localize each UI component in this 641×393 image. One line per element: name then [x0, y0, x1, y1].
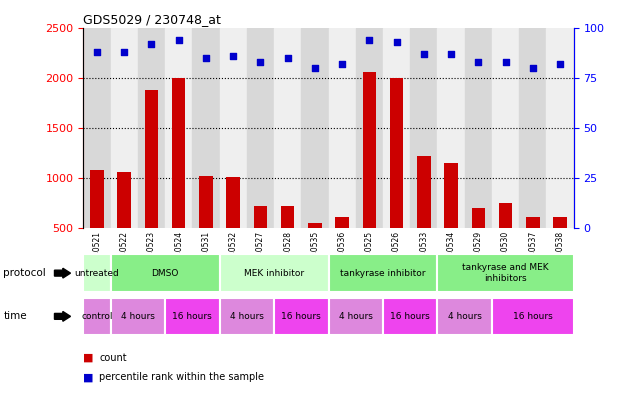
Point	[119, 48, 129, 55]
Bar	[519, 28, 546, 228]
Bar	[111, 254, 219, 292]
Bar	[192, 28, 219, 228]
Point	[501, 59, 511, 65]
Point	[446, 50, 456, 57]
Text: ■: ■	[83, 372, 94, 382]
Bar	[301, 28, 329, 228]
Bar	[356, 28, 383, 228]
Bar	[417, 156, 431, 278]
Bar	[438, 298, 492, 335]
Text: ■: ■	[83, 353, 94, 363]
Bar	[329, 298, 383, 335]
Point	[174, 37, 184, 43]
Bar	[165, 28, 192, 228]
Bar	[526, 217, 540, 278]
Bar	[465, 28, 492, 228]
Point	[337, 61, 347, 67]
Point	[283, 55, 293, 61]
Text: time: time	[3, 311, 27, 321]
Bar	[172, 78, 185, 278]
Point	[364, 37, 374, 43]
Bar	[90, 170, 104, 278]
Bar	[83, 254, 111, 292]
Text: 16 hours: 16 hours	[172, 312, 212, 321]
Bar	[383, 28, 410, 228]
Text: DMSO: DMSO	[151, 269, 179, 277]
Bar	[546, 28, 574, 228]
Text: 4 hours: 4 hours	[448, 312, 481, 321]
Text: 4 hours: 4 hours	[339, 312, 372, 321]
Bar	[219, 298, 274, 335]
Point	[392, 39, 402, 45]
Bar	[219, 254, 329, 292]
Bar	[553, 217, 567, 278]
Bar	[499, 204, 512, 278]
Text: control: control	[81, 312, 113, 321]
Point	[201, 55, 211, 61]
Bar	[117, 172, 131, 278]
Bar	[329, 28, 356, 228]
Bar	[111, 28, 138, 228]
Text: GDS5029 / 230748_at: GDS5029 / 230748_at	[83, 13, 221, 26]
Bar	[438, 254, 574, 292]
Point	[146, 40, 156, 47]
Text: 4 hours: 4 hours	[121, 312, 154, 321]
Bar	[226, 177, 240, 278]
Bar	[83, 298, 111, 335]
Bar	[492, 298, 574, 335]
Bar	[274, 298, 329, 335]
Point	[528, 64, 538, 71]
Text: 16 hours: 16 hours	[513, 312, 553, 321]
Text: count: count	[99, 353, 127, 363]
Point	[92, 48, 102, 55]
Text: 4 hours: 4 hours	[230, 312, 263, 321]
Bar	[308, 224, 322, 278]
Bar	[438, 28, 465, 228]
Text: 16 hours: 16 hours	[281, 312, 321, 321]
Text: tankyrase inhibitor: tankyrase inhibitor	[340, 269, 426, 277]
Bar	[472, 208, 485, 278]
Text: percentile rank within the sample: percentile rank within the sample	[99, 372, 264, 382]
Point	[255, 59, 265, 65]
Point	[310, 64, 320, 71]
Bar	[383, 298, 438, 335]
Bar	[247, 28, 274, 228]
Bar	[281, 206, 294, 278]
Bar	[165, 298, 219, 335]
Bar	[444, 163, 458, 278]
Bar	[199, 176, 213, 278]
Bar	[492, 28, 519, 228]
Bar	[274, 28, 301, 228]
Bar	[410, 28, 438, 228]
Text: protocol: protocol	[3, 268, 46, 278]
Point	[473, 59, 483, 65]
Text: MEK inhibitor: MEK inhibitor	[244, 269, 304, 277]
Point	[228, 52, 238, 59]
Bar	[335, 217, 349, 278]
Bar	[83, 28, 111, 228]
Bar	[138, 28, 165, 228]
Bar	[254, 206, 267, 278]
Bar	[390, 78, 403, 278]
Bar	[145, 90, 158, 278]
Bar	[363, 72, 376, 278]
Point	[419, 50, 429, 57]
Text: untreated: untreated	[74, 269, 119, 277]
Bar	[219, 28, 247, 228]
Bar	[329, 254, 438, 292]
Text: 16 hours: 16 hours	[390, 312, 430, 321]
Bar	[111, 298, 165, 335]
Text: tankyrase and MEK
inhibitors: tankyrase and MEK inhibitors	[462, 263, 549, 283]
Point	[555, 61, 565, 67]
